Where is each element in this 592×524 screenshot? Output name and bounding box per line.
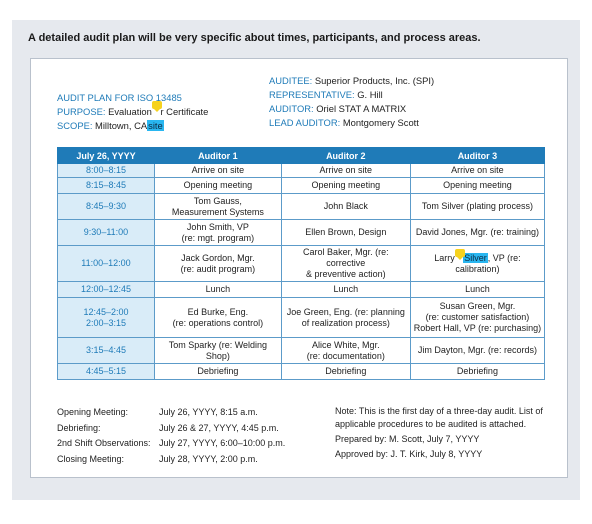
auditor-3-text-post: , VP (re: calibration) (455, 252, 521, 274)
table-header-row: July 26, YYYY Auditor 1 Auditor 2 Audito… (57, 147, 546, 164)
auditor-1-cell: Tom Sparky (re: Welding Shop) (154, 337, 282, 364)
auditor-2-cell: Arrive on site (280, 163, 411, 178)
meeting-value: July 27, YYYY, 6:00–10:00 p.m. (159, 438, 286, 448)
table-row: 9:30–11:00 John Smith, VP (re: mgt. progr… (57, 219, 546, 246)
auditor-3-cell: Lunch (409, 281, 546, 298)
lead-auditor-label: LEAD AUDITOR: (269, 117, 343, 128)
approved-by: Approved by: J. T. Kirk, July 8, YYYY (335, 449, 483, 459)
plan-header-right: AUDITEE: Superior Products, Inc. (SPI) R… (269, 74, 434, 130)
table-row: 8:45–9:30 Tom Gauss, Measurement Systems J… (57, 193, 546, 220)
table-row: 11:00–12:00 Jack Gordon, Mgr. (re: audit … (57, 245, 546, 282)
auditee-line: AUDITEE: Superior Products, Inc. (SPI) (269, 74, 434, 88)
auditor-1-cell: Jack Gordon, Mgr. (re: audit program) (154, 245, 282, 282)
meeting-line: Opening Meeting: July 26, YYYY, 8:15 a.m. (57, 405, 285, 421)
representative-label: REPRESENTATIVE: (269, 89, 358, 100)
auditor-2-cell: Ellen Brown, Design (280, 219, 411, 246)
auditor-1-cell: Lunch (154, 281, 282, 298)
time-cell: 8:00–8:15 (57, 163, 155, 178)
auditor-1-cell: Opening meeting (154, 177, 282, 194)
scope-value: Milltown, CA (95, 120, 148, 131)
auditor-3-cell: David Jones, Mgr. (re: training) (409, 219, 546, 246)
auditor-1-cell: Debriefing (154, 363, 282, 380)
table-row: 12:00–12:45 Lunch Lunch Lunch (57, 281, 546, 298)
representative-line: REPRESENTATIVE: G. Hill (269, 88, 434, 102)
column-header-auditor-3: Auditor 3 (409, 147, 546, 164)
scope-line: SCOPE: Milltown, CAsite (57, 119, 208, 133)
auditor-2-cell: Debriefing (280, 363, 411, 380)
lead-auditor-line: LEAD AUDITOR: Montgomery Scott (269, 116, 434, 130)
audit-plan-card: AUDIT PLAN FOR ISO 13485 PURPOSE: Evalua… (30, 58, 568, 478)
scope-label: SCOPE: (57, 120, 96, 131)
purpose-value-a: Evaluation (108, 106, 155, 117)
plan-header-left: AUDIT PLAN FOR ISO 13485 PURPOSE: Evalua… (57, 91, 208, 133)
note-text: Note: This is the first day of a three-d… (335, 406, 543, 429)
meeting-line: Closing Meeting: July 28, YYYY, 2:00 p.m. (57, 452, 285, 468)
auditor-2-cell: Opening meeting (280, 177, 411, 194)
meeting-line: 2nd Shift Observations: July 27, YYYY, 6:… (57, 436, 285, 452)
meeting-value: July 26 & 27, YYYY, 4:45 p.m. (159, 422, 279, 433)
auditor-2-cell: John Black (280, 193, 411, 220)
figure-caption: A detailed audit plan will be very speci… (28, 32, 481, 44)
auditee-label: AUDITEE: (269, 75, 315, 86)
table-row: 3:15–4:45 Tom Sparky (re: Welding Shop) Al… (57, 337, 546, 364)
purpose-line: PURPOSE: Evaluation r Certificate (57, 101, 209, 119)
auditor-2-cell: Joe Green, Eng. (re: planning of realiza… (280, 297, 411, 338)
plan-title: AUDIT PLAN FOR ISO 13485 (57, 92, 182, 103)
time-cell: 12:45–2:00 2:00–3:15 (57, 297, 155, 338)
auditee-value: Superior Products, Inc. (SPI) (314, 75, 435, 86)
table-row: 8:00–8:15 Arrive on site Arrive on site Arr… (57, 163, 546, 178)
meeting-line: Debriefing: July 26 & 27, YYYY, 4:45 p.m. (57, 421, 285, 437)
auditor-3-cell: Larry Silver, VP (re: calibration) (409, 245, 546, 282)
time-cell: 11:00–12:00 (57, 245, 155, 282)
auditor-2-cell: Alice White, Mgr. (re: documentation) (280, 337, 411, 364)
auditor-3-highlight[interactable]: Silver (463, 252, 488, 263)
meeting-summary: Opening Meeting: July 26, YYYY, 8:15 a.m.… (57, 405, 285, 467)
auditor-3-cell: Arrive on site (409, 163, 546, 178)
column-header-auditor-1: Auditor 1 (154, 147, 282, 164)
auditor-1-cell: Ed Burke, Eng. (re: operations control) (154, 297, 282, 338)
meeting-label: Debriefing: (57, 422, 101, 433)
auditor-1-cell: Tom Gauss, Measurement Systems (154, 193, 282, 220)
table-row: 12:45–2:00 2:00–3:15 Ed Burke, Eng. (re: … (57, 297, 546, 338)
plan-notes: Note: This is the first day of a three-d… (335, 405, 550, 463)
auditor-line: AUDITOR: Oriel STAT A MATRIX (269, 102, 434, 116)
lead-auditor-value: Montgomery Scott (342, 117, 419, 128)
purpose-value-b: r Certificate (160, 106, 209, 117)
meeting-value: July 26, YYYY, 8:15 a.m. (159, 407, 258, 417)
time-cell: 8:15–8:45 (57, 177, 155, 194)
auditor-3-cell: Susan Green, Mgr. (re: customer satisfac… (409, 297, 546, 338)
auditor-value: Oriel STAT A MATRIX (316, 103, 407, 114)
comment-note-icon[interactable] (152, 101, 163, 112)
table-row: 8:15–8:45 Opening meeting Opening meeting O… (57, 177, 546, 194)
column-header-auditor-2: Auditor 2 (280, 147, 411, 164)
representative-value: G. Hill (357, 89, 383, 100)
column-header-date: July 26, YYYY (57, 147, 155, 164)
meeting-label: Opening Meeting: (57, 407, 129, 417)
auditor-1-cell: Arrive on site (154, 163, 282, 178)
meeting-label: 2nd Shift Observations: (57, 438, 151, 448)
prepared-by: Prepared by: M. Scott, July 7, YYYY (335, 434, 480, 444)
time-cell: 9:30–11:00 (57, 219, 155, 246)
schedule-table: July 26, YYYY Auditor 1 Auditor 2 Audito… (57, 147, 546, 380)
auditor-2-cell: Carol Baker, Mgr. (re: corrective & prev… (280, 245, 411, 282)
auditor-label: AUDITOR: (269, 103, 317, 114)
meeting-value: July 28, YYYY, 2:00 p.m. (159, 453, 258, 464)
scope-highlight[interactable]: site (147, 120, 164, 131)
auditor-3-cell: Tom Silver (plating process) (409, 193, 546, 220)
auditor-3-text-pre: Larry (434, 252, 458, 263)
auditor-2-cell: Lunch (280, 281, 411, 298)
meeting-label: Closing Meeting: (57, 453, 125, 464)
auditor-3-cell: Opening meeting (409, 177, 546, 194)
auditor-3-cell: Debriefing (409, 363, 546, 380)
purpose-label: PURPOSE: (57, 106, 109, 117)
schedule-body: 8:00–8:15 Arrive on site Arrive on site Arr… (57, 163, 546, 380)
auditor-3-cell: Jim Dayton, Mgr. (re: records) (409, 337, 546, 364)
comment-note-icon[interactable] (455, 248, 466, 260)
time-cell: 4:45–5:15 (57, 363, 155, 380)
time-cell: 3:15–4:45 (57, 337, 155, 364)
time-cell: 8:45–9:30 (57, 193, 155, 220)
table-row: 4:45–5:15 Debriefing Debriefing Debriefing (57, 363, 546, 380)
auditor-1-cell: John Smith, VP (re: mgt. program) (154, 219, 282, 246)
time-cell: 12:00–12:45 (57, 281, 155, 298)
